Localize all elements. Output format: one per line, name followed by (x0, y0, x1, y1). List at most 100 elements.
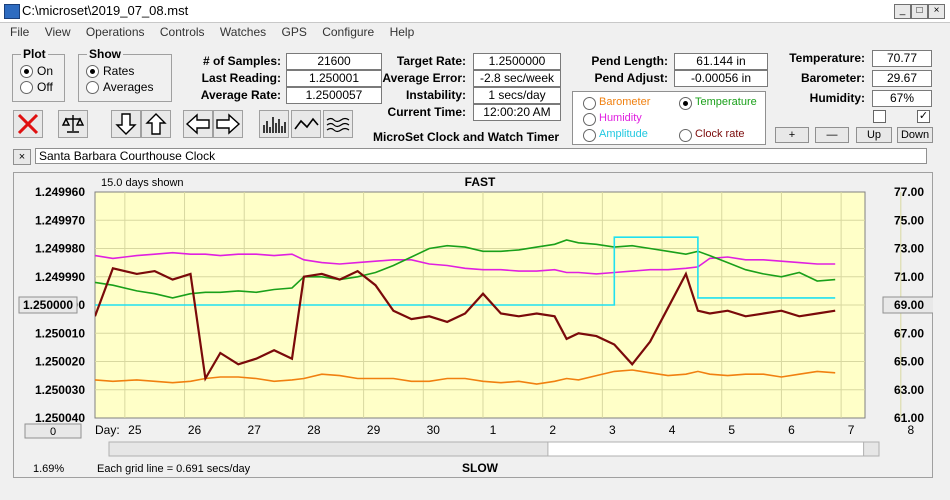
histogram-icon (263, 117, 286, 133)
humidity-radio[interactable] (583, 113, 596, 126)
menu-controls[interactable]: Controls (159, 25, 205, 39)
plot-frame (13, 172, 933, 478)
amplitude-radio[interactable] (583, 129, 596, 142)
app-caption: MicroSet Clock and Watch Timer (373, 130, 560, 144)
show-rates-radio[interactable] (86, 65, 99, 78)
plot-on-radio[interactable] (20, 65, 33, 78)
balance-button[interactable] (58, 110, 88, 138)
pend-adjust-value: -0.00056 in (674, 70, 768, 87)
average-error-value: -2.8 sec/week (473, 70, 561, 87)
menu-operations[interactable]: Operations (85, 25, 145, 39)
left-value-box (18, 296, 78, 314)
show-averages-radio[interactable] (86, 81, 99, 94)
current-time-label: Current Time: (387, 105, 466, 119)
average-rate-value: 1.2500057 (286, 87, 382, 104)
arrow-up-icon (145, 113, 167, 135)
left-checkbox[interactable] (873, 110, 886, 123)
percent-label: 1.69% (33, 463, 64, 475)
noise-button[interactable] (323, 110, 353, 138)
menu-bar: File View Operations Controls Watches GP… (0, 22, 950, 42)
x-tick-label: 27 (248, 423, 262, 437)
last-reading-label: Last Reading: (201, 71, 281, 85)
clock-rate-option: Clock rate (695, 128, 745, 140)
menu-file[interactable]: File (10, 25, 30, 39)
pend-adjust-label: Pend Adjust: (594, 71, 668, 85)
arrow-right-button[interactable] (213, 110, 243, 138)
arrow-up-button[interactable] (141, 110, 171, 138)
arrow-left-button[interactable] (183, 110, 213, 138)
x-tick-label: 3 (609, 423, 616, 437)
humidity-label: Humidity: (809, 91, 865, 105)
menu-configure[interactable]: Configure (322, 25, 375, 39)
plot-off-radio[interactable] (20, 81, 33, 94)
rate-chart: 1.249960 1.249970 1.249980 1.249990 1.250000… (18, 175, 933, 475)
close-button[interactable]: × (928, 4, 945, 19)
left-tick-label: 1.250020 (35, 355, 85, 369)
menu-help[interactable]: Help (389, 25, 415, 39)
arrow-down-button[interactable] (111, 110, 141, 138)
humidity-value: 67% (872, 90, 932, 107)
menu-gps[interactable]: GPS (281, 25, 307, 39)
x-tick-label: 26 (188, 423, 202, 437)
fast-label: FAST (465, 175, 496, 189)
right-tick-label: 67.00 (894, 326, 924, 340)
temperature-radio[interactable] (679, 97, 692, 110)
x-tick-label: 28 (307, 423, 321, 437)
up-button[interactable]: Up (856, 127, 892, 143)
title-bar: C:\microset\2019_07_08.mst _ □ × (0, 0, 950, 23)
series-rate (95, 267, 836, 382)
x-tick-label: 8 (907, 423, 914, 437)
menu-watches[interactable]: Watches (219, 25, 267, 39)
barometer-option: Barometer (599, 96, 651, 108)
minimize-button[interactable]: _ (894, 4, 911, 19)
left-tick-label: 1.249990 (35, 270, 85, 284)
x-tick-label: 6 (788, 423, 795, 437)
day-axis-label: Day: (95, 423, 120, 437)
left-value-text: 1.250000 (23, 298, 73, 312)
last-reading-value: 1.250001 (286, 70, 382, 87)
slow-label: SLOW (462, 461, 499, 475)
average-rate-label: Average Rate: (200, 88, 281, 102)
clear-clock-button[interactable]: × (13, 149, 31, 165)
plot-on-label: On (37, 64, 54, 78)
target-rate-label: Target Rate: (396, 54, 466, 68)
plot-off-label: Off (37, 80, 53, 94)
show-group: Show Rates Averages (78, 47, 172, 102)
x-tick-label: 1 (490, 423, 497, 437)
series-humidity (95, 251, 836, 275)
noise-icon (326, 117, 350, 133)
clock-rate-radio[interactable] (679, 129, 692, 142)
right-tick-label: 75.00 (894, 213, 924, 227)
maximize-button[interactable]: □ (911, 4, 928, 19)
left-tick-label: 1.250040 (35, 411, 85, 425)
wave-icon (294, 117, 319, 130)
menu-view[interactable]: View (44, 25, 71, 39)
temperature-option: Temperature (695, 96, 757, 108)
average-error-label: Average Error: (382, 71, 466, 85)
stop-x-icon (17, 113, 39, 135)
right-checkbox[interactable]: ✓ (917, 110, 930, 123)
histogram-button[interactable] (259, 110, 289, 138)
left-tick-label: 1.249960 (35, 185, 85, 199)
amplitude-option: Amplitude (599, 128, 648, 140)
plot-group: Plot On Off (12, 47, 65, 102)
humidity-option: Humidity (599, 112, 642, 124)
down-button[interactable]: Down (897, 127, 933, 143)
grid-note: Each grid line = 0.691 secs/day (97, 463, 251, 475)
barometer-label: Barometer: (800, 71, 865, 85)
plus-button[interactable]: + (775, 127, 809, 143)
minus-button[interactable]: — (815, 127, 849, 143)
x-tick-label: 2 (549, 423, 556, 437)
zero-box-text: 0 (50, 426, 56, 438)
show-rates-label: Rates (103, 64, 135, 78)
stop-button[interactable] (13, 110, 43, 138)
days-shown-label: 15.0 days shown (101, 177, 184, 189)
left-tick-label: 1.250010 (35, 326, 85, 340)
barometer-value: 29.67 (872, 70, 932, 87)
clock-name-field[interactable]: Santa Barbara Courthouse Clock (35, 148, 927, 164)
pend-length-value: 61.144 in (674, 53, 768, 70)
wave-button[interactable] (291, 110, 321, 138)
x-tick-label: 5 (728, 423, 735, 437)
target-rate-value: 1.2500000 (473, 53, 561, 70)
barometer-radio[interactable] (583, 97, 596, 110)
